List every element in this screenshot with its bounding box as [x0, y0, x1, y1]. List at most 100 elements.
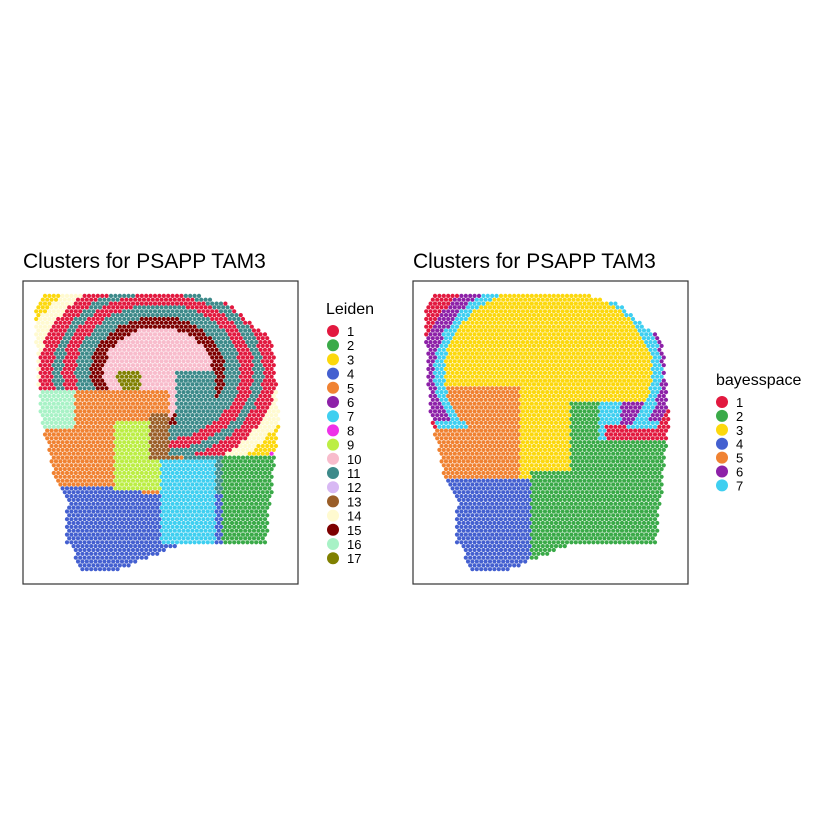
spot: [137, 451, 142, 456]
spot: [582, 301, 587, 306]
spot: [465, 397, 471, 402]
spot: [53, 451, 59, 456]
spot: [190, 428, 195, 433]
spot: [201, 455, 206, 460]
spot: [155, 374, 160, 379]
spot: [644, 355, 649, 360]
spot: [243, 505, 248, 510]
spot: [97, 297, 103, 302]
spot: [247, 490, 252, 495]
spot: [468, 409, 473, 414]
spot: [454, 409, 460, 414]
spot: [75, 467, 81, 472]
legend-key-10: [327, 452, 339, 465]
spot: [249, 478, 254, 483]
spot: [245, 470, 250, 476]
spot: [148, 440, 153, 445]
spot: [273, 413, 279, 418]
spot: [130, 547, 136, 553]
spot: [119, 320, 125, 325]
spot: [177, 490, 182, 495]
spot: [75, 497, 81, 502]
spot: [234, 474, 239, 479]
spot: [192, 347, 197, 352]
spot: [97, 520, 103, 526]
spot: [227, 316, 232, 322]
spot: [128, 366, 133, 372]
spot: [56, 340, 61, 345]
spot: [646, 397, 651, 402]
spot: [487, 405, 493, 410]
spot: [593, 351, 598, 356]
spot: [172, 528, 177, 533]
spot: [615, 305, 620, 310]
spot: [210, 393, 215, 399]
spot: [201, 470, 206, 476]
spot: [225, 374, 230, 379]
spot: [463, 409, 468, 414]
spot: [492, 343, 497, 348]
spot: [468, 316, 473, 322]
spot: [192, 401, 197, 406]
spot: [168, 520, 173, 526]
spot: [207, 305, 213, 310]
spot: [117, 409, 122, 414]
spot: [490, 409, 495, 414]
spot: [126, 324, 131, 329]
spot: [69, 424, 74, 429]
spot: [472, 324, 477, 329]
spot: [144, 532, 149, 537]
spot: [80, 544, 85, 549]
spot: [194, 490, 199, 495]
spot: [106, 382, 111, 387]
spot: [564, 370, 570, 375]
spot: [179, 509, 184, 514]
spot: [238, 328, 243, 333]
spot: [595, 347, 600, 352]
spot: [234, 351, 239, 356]
spot: [260, 459, 265, 464]
spot: [234, 313, 239, 318]
legend-key-11: [327, 467, 339, 479]
spot: [144, 340, 149, 345]
spot: [119, 490, 125, 495]
spot: [155, 413, 160, 418]
spot: [249, 524, 254, 530]
spot: [60, 463, 65, 468]
spot: [78, 347, 83, 352]
spot: [47, 370, 52, 375]
spot: [86, 540, 92, 545]
spot: [133, 559, 138, 564]
spot: [567, 305, 572, 310]
spot: [161, 540, 166, 545]
spot: [575, 305, 581, 310]
spot: [106, 474, 111, 479]
spot: [104, 340, 109, 345]
spot: [58, 297, 63, 302]
spot: [86, 555, 92, 560]
spot: [188, 355, 193, 360]
spot: [450, 355, 455, 360]
spot: [542, 332, 548, 337]
spot: [229, 436, 235, 441]
spot: [75, 436, 81, 441]
spot: [454, 309, 460, 314]
spot: [430, 336, 435, 341]
spot: [119, 551, 125, 556]
spot: [62, 390, 67, 395]
spot: [240, 340, 246, 345]
spot: [626, 355, 631, 360]
spot: [218, 486, 224, 491]
spot: [135, 301, 140, 306]
spot: [71, 544, 76, 549]
spot: [199, 482, 204, 487]
spot: [218, 363, 224, 368]
spot: [600, 324, 605, 329]
spot: [648, 386, 653, 391]
spot: [139, 440, 144, 445]
spot: [104, 470, 109, 476]
spot: [432, 324, 438, 329]
spot: [190, 467, 195, 472]
spot: [589, 343, 594, 348]
spot: [531, 359, 537, 364]
